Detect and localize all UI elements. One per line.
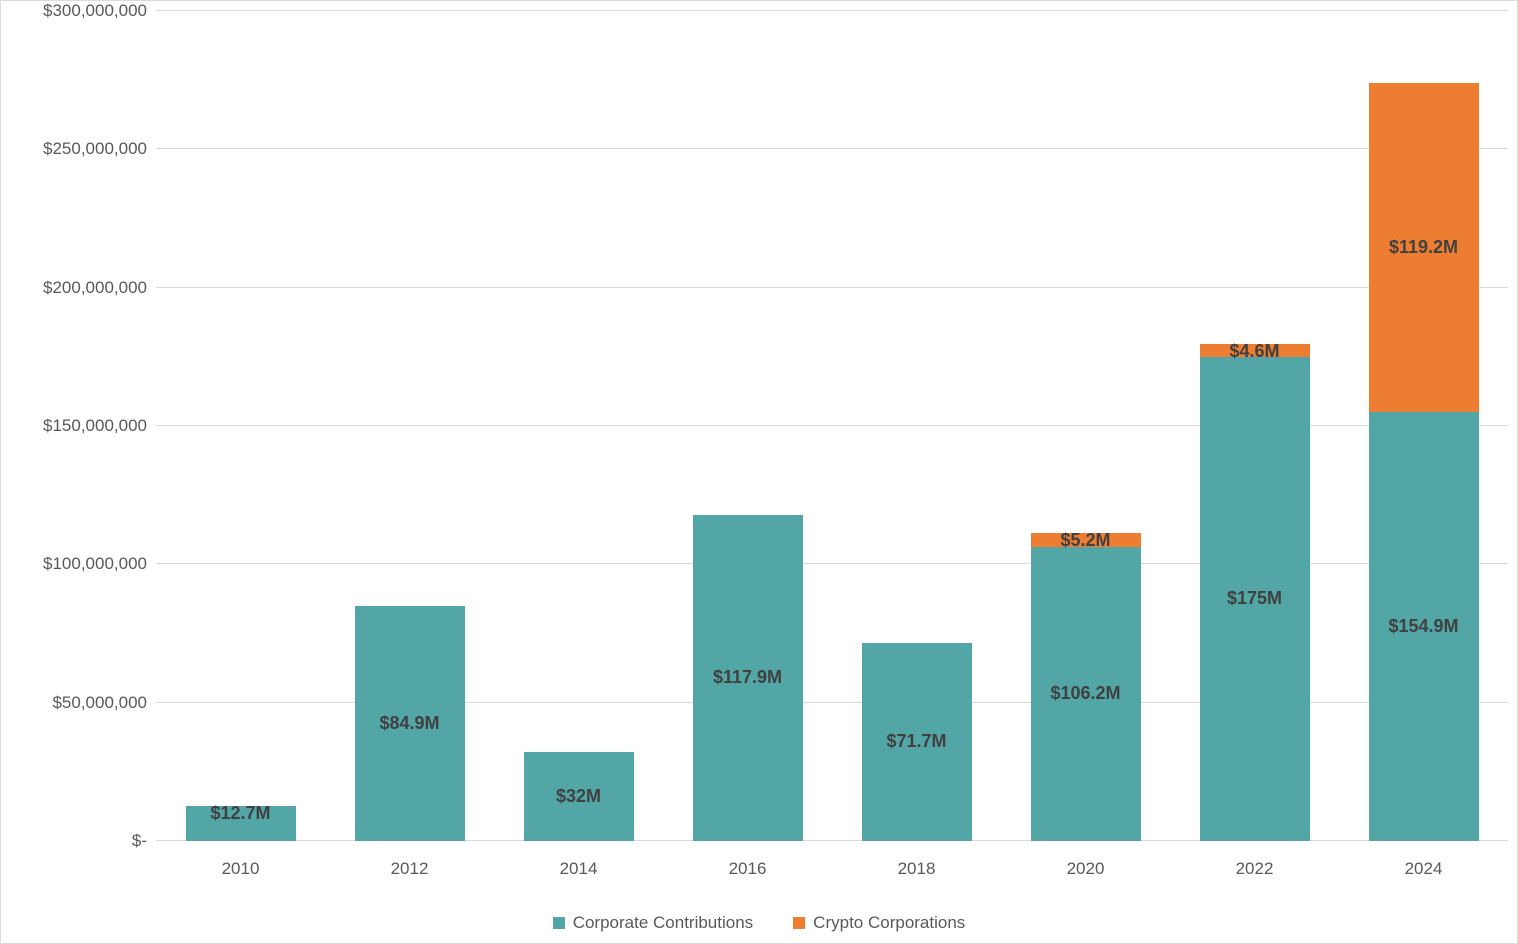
legend-swatch bbox=[553, 917, 565, 929]
legend-label: Crypto Corporations bbox=[813, 913, 965, 933]
bar-group: $84.9M bbox=[355, 11, 465, 841]
legend: Corporate Contributions Crypto Corporatio… bbox=[1, 913, 1517, 933]
bar-group: $154.9M $119.2M bbox=[1369, 11, 1479, 841]
bar-data-label: $5.2M bbox=[1060, 530, 1110, 551]
stacked-bar-chart: $12.7M $84.9M $32M $117.9M $71.7M $106.2M $5.2… bbox=[0, 0, 1518, 944]
y-axis-tick-label: $- bbox=[7, 831, 147, 851]
x-axis-tick-label: 2018 bbox=[898, 859, 936, 879]
y-axis-tick-label: $300,000,000 bbox=[7, 1, 147, 21]
x-axis-tick-label: 2022 bbox=[1236, 859, 1274, 879]
bar-data-label: $117.9M bbox=[713, 667, 782, 688]
bar-data-label: $106.2M bbox=[1050, 683, 1120, 704]
legend-swatch bbox=[793, 917, 805, 929]
bar-group: $12.7M bbox=[186, 11, 296, 841]
x-axis-tick-label: 2012 bbox=[391, 859, 429, 879]
y-axis-tick-label: $50,000,000 bbox=[7, 693, 147, 713]
bar-data-label: $32M bbox=[556, 786, 601, 807]
x-axis-tick-label: 2024 bbox=[1405, 859, 1443, 879]
legend-item: Corporate Contributions bbox=[553, 913, 753, 933]
bar-group: $117.9M bbox=[693, 11, 803, 841]
x-axis-tick-label: 2014 bbox=[560, 859, 598, 879]
x-axis-tick-label: 2020 bbox=[1067, 859, 1105, 879]
bar-data-label: $175M bbox=[1227, 588, 1282, 609]
bar-group: $71.7M bbox=[862, 11, 972, 841]
bar-data-label: $84.9M bbox=[379, 713, 439, 734]
x-axis-tick-label: 2016 bbox=[729, 859, 767, 879]
bar-group: $106.2M $5.2M bbox=[1031, 11, 1141, 841]
bar-group: $175M $4.6M bbox=[1200, 11, 1310, 841]
bar-group: $32M bbox=[524, 11, 634, 841]
y-axis-tick-label: $150,000,000 bbox=[7, 416, 147, 436]
y-axis-tick-label: $200,000,000 bbox=[7, 278, 147, 298]
bar-data-label: $119.2M bbox=[1389, 237, 1458, 258]
y-axis-tick-label: $100,000,000 bbox=[7, 554, 147, 574]
legend-label: Corporate Contributions bbox=[573, 913, 753, 933]
plot-area: $12.7M $84.9M $32M $117.9M $71.7M $106.2M $5.2… bbox=[156, 11, 1508, 841]
y-axis-tick-label: $250,000,000 bbox=[7, 139, 147, 159]
bar-data-label: $4.6M bbox=[1229, 341, 1279, 362]
x-axis-tick-label: 2010 bbox=[222, 859, 260, 879]
legend-item: Crypto Corporations bbox=[793, 913, 965, 933]
bar-data-label: $154.9M bbox=[1388, 616, 1458, 637]
bar-data-label: $12.7M bbox=[210, 803, 270, 824]
bar-data-label: $71.7M bbox=[886, 731, 946, 752]
